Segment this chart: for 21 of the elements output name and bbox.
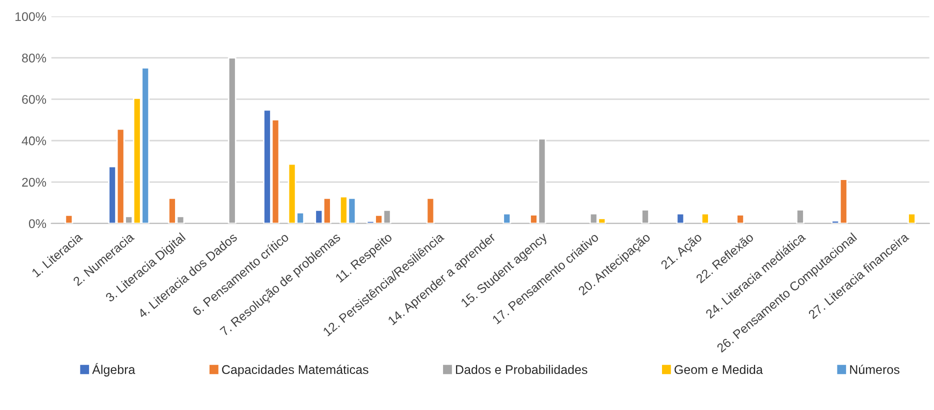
bar (64, 214, 74, 224)
legend-label: Geom e Medida (674, 364, 763, 374)
legend-label: Dados e Probabilidades (456, 364, 588, 374)
bar (736, 214, 745, 224)
bar (676, 213, 685, 224)
y-tick-label: 100% (15, 12, 46, 22)
y-tick-label: 80% (22, 54, 46, 62)
legend-label: Números (850, 364, 900, 374)
bar (700, 213, 710, 224)
bar (502, 213, 512, 224)
legend-label: Capacidades Matemáticas (222, 364, 368, 377)
y-tick-label: 20% (22, 178, 46, 187)
bar (908, 213, 916, 224)
bar (641, 209, 650, 224)
y-tick-label: 40% (22, 136, 46, 146)
bar (228, 57, 236, 224)
bar (426, 197, 435, 224)
y-tick-label: 0% (28, 219, 46, 228)
bar (796, 209, 804, 224)
y-tick-label: 60% (22, 95, 46, 104)
legend-label: Álgebra (92, 363, 136, 377)
